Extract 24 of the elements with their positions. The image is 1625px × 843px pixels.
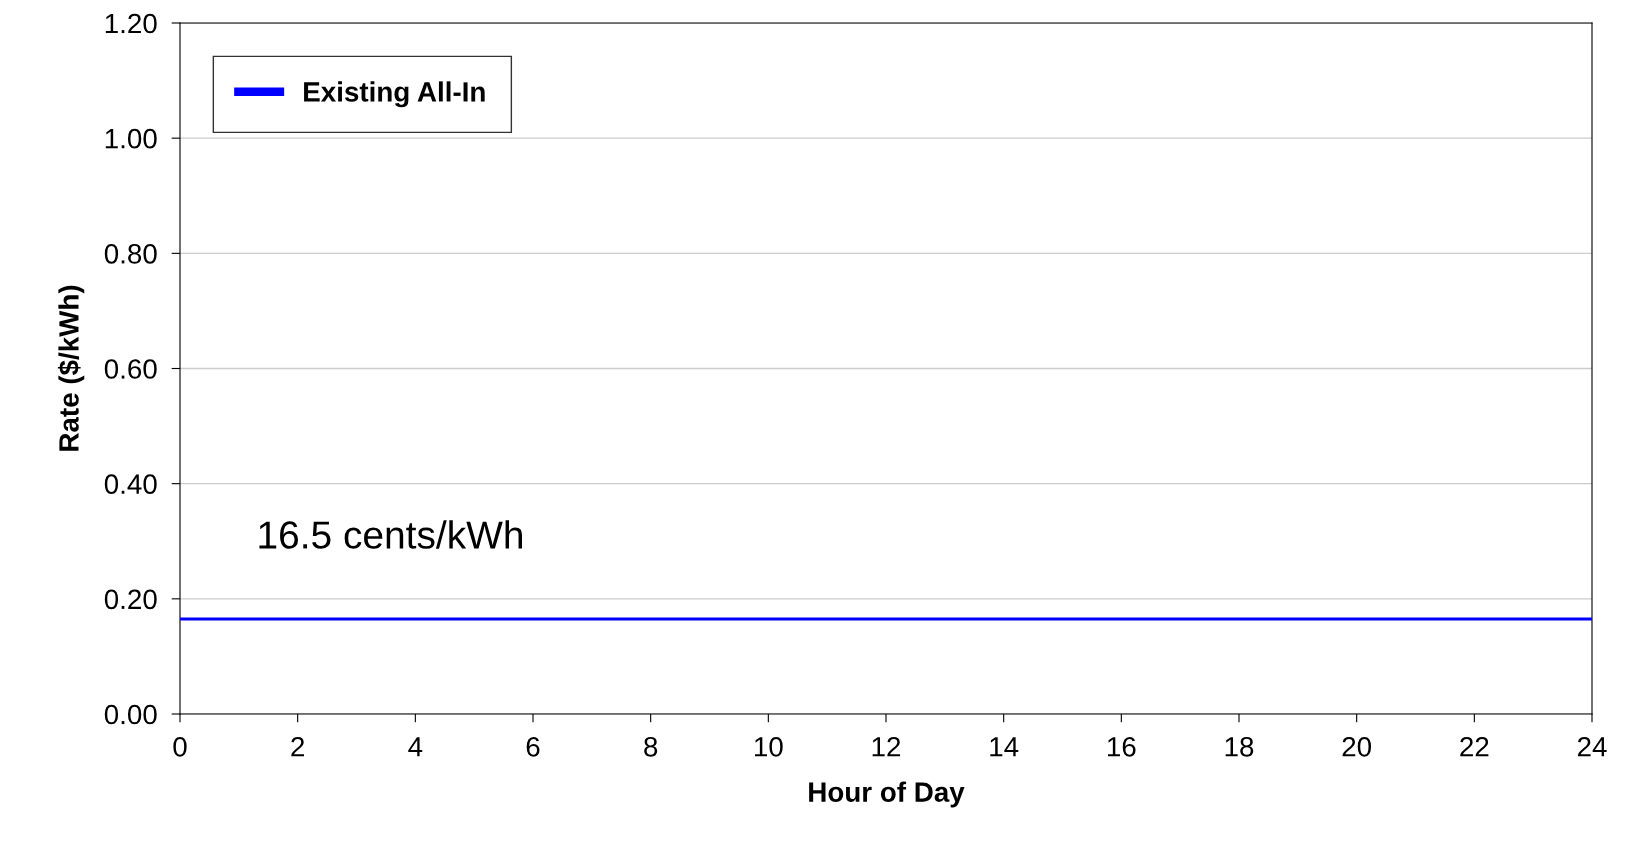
annotation: 16.5 cents/kWh	[259, 520, 522, 549]
x-tick-label: 6	[526, 736, 540, 757]
x-tick-label: 2	[291, 736, 304, 757]
x-tick-label: 4	[408, 737, 423, 757]
y-tick-label: 1.00	[105, 128, 157, 149]
x-axis-title: Hour of Day	[809, 781, 965, 808]
legend-label: Existing All-In	[304, 81, 485, 108]
x-tick-label: 8	[644, 736, 658, 757]
y-tick-label: 0.20	[104, 589, 157, 610]
x-tick-label: 24	[1577, 736, 1607, 757]
x-tick-label: 20	[1342, 736, 1372, 757]
x-tick-label: 22	[1460, 736, 1489, 757]
y-tick-label: 1.20	[105, 13, 157, 34]
y-axis-title: Rate ($/kWh)	[57, 285, 85, 451]
y-tick-label: 0.60	[104, 359, 157, 379]
x-tick-label: 10	[755, 736, 783, 757]
x-tick-label: 12	[872, 736, 901, 757]
x-tick-label: 16	[1108, 736, 1136, 757]
x-tick-label: 18	[1225, 736, 1254, 757]
x-tick-label: 0	[173, 736, 187, 757]
x-tick-label: 14	[990, 737, 1019, 757]
y-tick-label: 0.40	[104, 474, 157, 495]
y-tick-label: 0.80	[104, 244, 157, 264]
y-tick-label: 0.00	[104, 704, 157, 725]
